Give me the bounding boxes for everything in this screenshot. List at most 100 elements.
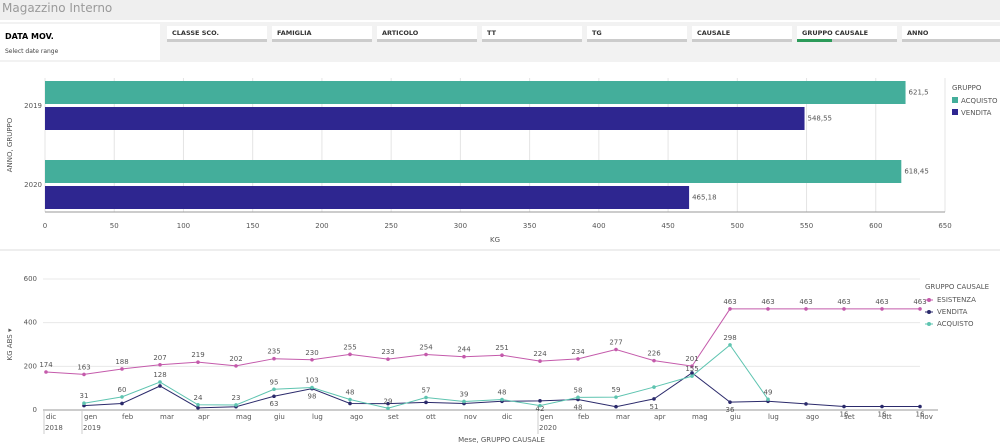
x-tick-label: mag xyxy=(692,413,708,421)
point xyxy=(804,307,808,311)
bar xyxy=(45,107,805,130)
point xyxy=(842,307,846,311)
value-label: 42 xyxy=(536,405,545,413)
selected-indicator xyxy=(797,39,832,42)
value-label: 463 xyxy=(723,298,736,306)
filter[interactable]: ARTICOLO xyxy=(377,26,477,42)
legend-label: ESISTENZA xyxy=(937,296,976,304)
x-tick-label: dic xyxy=(502,413,512,421)
date-filter[interactable]: DATA MOV. Select date range xyxy=(0,24,160,60)
point xyxy=(652,385,656,389)
x-tick-label: 550 xyxy=(800,222,813,230)
value-label: 201 xyxy=(685,355,698,363)
value-label: 128 xyxy=(153,371,166,379)
point xyxy=(538,399,542,403)
point xyxy=(880,404,884,409)
point xyxy=(310,357,314,362)
point xyxy=(690,364,694,368)
value-label: 98 xyxy=(308,393,317,401)
point xyxy=(538,359,542,363)
filter[interactable]: ANNO xyxy=(902,26,1000,42)
point xyxy=(614,395,618,399)
value-label: 63 xyxy=(270,400,279,408)
x-tick-label: 450 xyxy=(661,222,674,230)
legend-label: ACQUISTO xyxy=(937,320,974,328)
value-label: 234 xyxy=(571,348,585,356)
value-label: 48 xyxy=(498,389,507,397)
bar xyxy=(45,81,906,104)
x-tick-label: ago xyxy=(806,413,819,421)
x-tick-label: nov xyxy=(464,413,477,421)
point xyxy=(804,402,808,406)
x-tick-label: 100 xyxy=(177,222,190,230)
legend-label: VENDITA xyxy=(937,308,968,316)
value-label: 49 xyxy=(764,388,773,396)
point xyxy=(234,403,238,407)
date-hint[interactable]: Select date range xyxy=(5,48,59,55)
x-tick-label: 0 xyxy=(43,222,47,230)
legend-title: GRUPPO CAUSALE xyxy=(925,283,989,291)
value-label: 233 xyxy=(381,348,394,356)
point xyxy=(766,307,770,311)
legend-title: GRUPPO xyxy=(952,84,982,92)
point xyxy=(158,384,162,388)
x-tick-label: apr xyxy=(198,413,210,421)
point xyxy=(348,397,352,402)
year-label: 2020 xyxy=(539,424,557,432)
point xyxy=(842,404,846,409)
x-tick-label: set xyxy=(844,413,855,421)
filter[interactable]: TT xyxy=(482,26,582,42)
point xyxy=(614,404,618,409)
value-label: 174 xyxy=(39,361,53,369)
value-label: 251 xyxy=(495,344,508,352)
filter[interactable]: FAMIGLIA xyxy=(272,26,372,42)
value-label: 463 xyxy=(875,298,888,306)
value-label: 29 xyxy=(384,397,393,405)
x-tick-label: 150 xyxy=(246,222,259,230)
point xyxy=(386,401,390,406)
filter[interactable]: TG xyxy=(587,26,687,42)
value-label: 188 xyxy=(115,358,128,366)
point xyxy=(690,371,694,375)
x-axis-title: KG xyxy=(490,236,500,244)
filter[interactable]: CAUSALE xyxy=(692,26,792,42)
x-tick-label: 200 xyxy=(315,222,328,230)
value-label: 31 xyxy=(80,392,89,400)
value-label: 57 xyxy=(422,387,431,395)
point xyxy=(386,406,390,411)
x-tick-label: ott xyxy=(426,413,436,421)
point xyxy=(44,370,48,374)
point xyxy=(690,374,694,378)
point xyxy=(196,402,200,407)
point xyxy=(538,403,542,408)
y-tick-label: 2019 xyxy=(24,102,42,110)
value-label: 163 xyxy=(77,363,90,371)
x-tick-label: 500 xyxy=(731,222,744,230)
filter[interactable]: CLASSE SCO. xyxy=(167,26,267,42)
point xyxy=(386,357,390,361)
value-label: 48 xyxy=(574,404,583,412)
point xyxy=(196,360,200,364)
value-label: 24 xyxy=(194,394,203,402)
point xyxy=(500,397,504,402)
y-tick-label: 0 xyxy=(33,406,37,414)
value-label: 48 xyxy=(346,389,355,397)
value-label: 226 xyxy=(647,350,661,358)
value-label: 58 xyxy=(574,386,583,394)
point xyxy=(614,347,618,352)
point xyxy=(500,353,504,357)
x-tick-label: 50 xyxy=(110,222,119,230)
value-label: 621,5 xyxy=(909,89,929,97)
x-tick-label: gen xyxy=(84,413,97,421)
filter[interactable]: GRUPPO CAUSALE xyxy=(797,26,897,42)
x-tick-label: ago xyxy=(350,413,363,421)
value-label: 463 xyxy=(761,298,774,306)
app-title: Magazzino Interno xyxy=(0,0,1000,20)
value-label: 59 xyxy=(612,386,621,394)
value-label: 95 xyxy=(270,378,279,386)
point xyxy=(576,357,580,361)
legend-label: ACQUISTO xyxy=(961,97,998,105)
point xyxy=(918,404,922,409)
value-label: 463 xyxy=(799,298,812,306)
